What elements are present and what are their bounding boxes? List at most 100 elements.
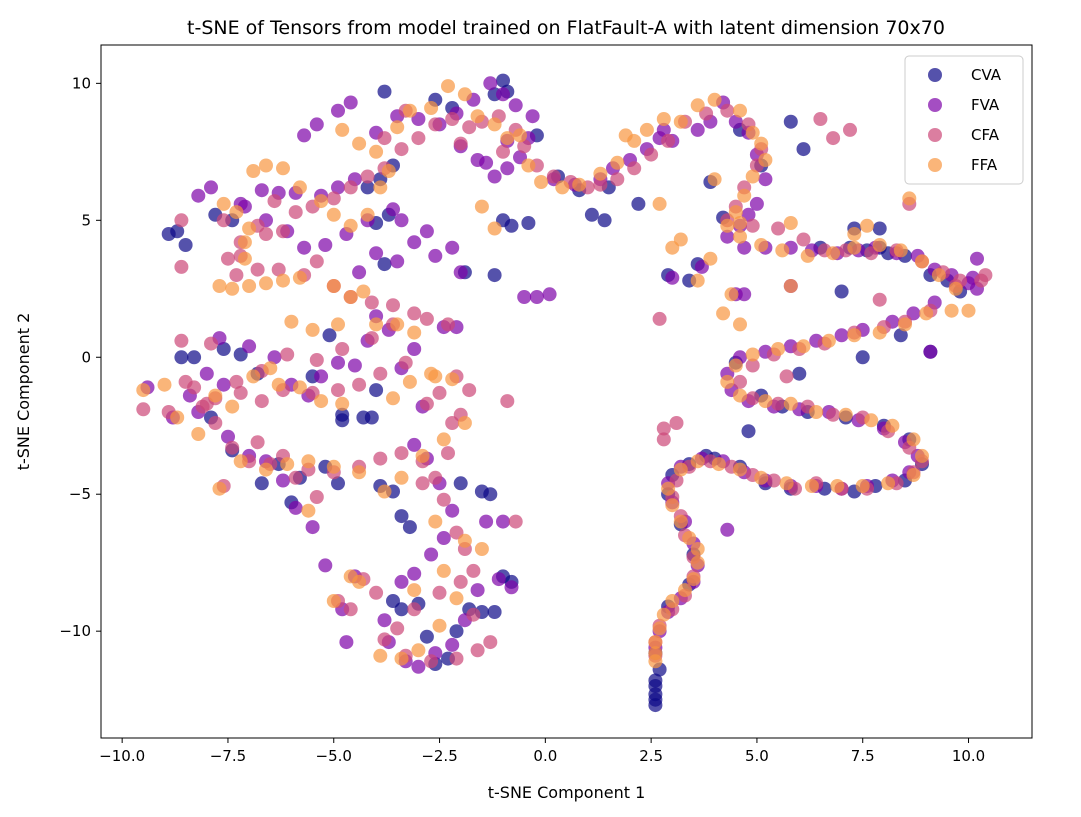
data-point (500, 131, 515, 146)
data-point (242, 339, 257, 354)
data-point (745, 169, 760, 184)
data-point (453, 265, 468, 280)
data-point (639, 122, 654, 137)
data-point (364, 295, 379, 310)
data-point (369, 144, 384, 159)
data-point (500, 394, 515, 409)
data-point (411, 131, 426, 146)
data-point (445, 637, 460, 652)
data-point (432, 585, 447, 600)
data-point (783, 279, 798, 293)
data-point (292, 270, 307, 285)
data-point (331, 180, 345, 195)
data-point (191, 188, 206, 203)
data-point (187, 380, 202, 395)
data-point (872, 221, 887, 236)
data-point (517, 139, 532, 154)
data-point (373, 366, 388, 381)
data-point (593, 166, 608, 181)
data-point (656, 607, 671, 622)
data-point (656, 112, 671, 126)
data-point (457, 533, 472, 548)
data-point (584, 207, 599, 222)
data-point (233, 454, 248, 469)
data-point (690, 555, 705, 570)
data-point (292, 380, 307, 395)
data-point (610, 172, 625, 187)
data-point (402, 520, 417, 535)
data-point (276, 273, 290, 288)
data-point (470, 583, 485, 598)
data-point (411, 659, 426, 674)
data-point (741, 424, 756, 439)
data-point (860, 218, 874, 233)
data-point (809, 405, 824, 419)
data-point (225, 281, 240, 296)
data-point (174, 259, 189, 274)
data-point (707, 172, 722, 187)
data-point (720, 229, 735, 244)
data-point (733, 374, 747, 389)
data-point (394, 213, 409, 228)
data-point (305, 520, 320, 535)
data-point (331, 476, 345, 491)
data-point (352, 574, 367, 589)
data-point (377, 613, 392, 628)
data-point (745, 391, 760, 406)
data-point (174, 213, 189, 228)
data-point (178, 238, 193, 252)
data-point (542, 287, 557, 302)
y-tick-label: −5 (69, 485, 91, 503)
data-point (191, 427, 206, 441)
data-point (394, 602, 409, 617)
data-point (919, 306, 934, 321)
data-point (821, 333, 836, 348)
data-point (394, 446, 409, 461)
x-tick-label: −2.5 (421, 747, 457, 765)
data-point (525, 109, 540, 124)
data-point (893, 243, 908, 258)
data-point (737, 188, 752, 203)
data-point (847, 328, 862, 343)
data-point (322, 328, 337, 343)
legend: CVA FVA CFA FFA (904, 55, 1024, 185)
data-point (221, 251, 235, 266)
data-point (343, 602, 358, 617)
data-point (424, 547, 439, 562)
data-point (347, 358, 362, 373)
x-tick-label: −5.0 (316, 747, 352, 765)
data-point (771, 396, 786, 411)
data-point (246, 164, 261, 178)
y-tick-label: −10 (59, 622, 91, 640)
data-point (259, 462, 273, 477)
data-point (902, 191, 917, 206)
data-point (326, 459, 341, 474)
data-point (445, 503, 460, 518)
data-point (428, 470, 443, 485)
data-point (656, 432, 671, 447)
data-point (394, 574, 409, 589)
data-point (483, 76, 498, 91)
data-point (648, 654, 663, 669)
data-point (652, 196, 667, 211)
data-point (343, 180, 358, 195)
data-point (326, 207, 341, 222)
data-point (644, 147, 659, 162)
data-point (212, 279, 227, 293)
data-point (779, 369, 794, 384)
data-point (449, 624, 464, 639)
data-point (728, 114, 743, 129)
data-point (771, 221, 786, 236)
data-point (314, 194, 329, 209)
data-point (758, 153, 773, 167)
data-point (377, 632, 392, 647)
data-point (424, 654, 439, 669)
data-point (335, 413, 350, 428)
data-point (352, 265, 367, 280)
data-point (326, 594, 341, 608)
data-point (343, 290, 358, 304)
data-point (453, 476, 468, 491)
data-point (305, 322, 320, 337)
data-point (386, 391, 400, 406)
data-point (673, 514, 688, 529)
